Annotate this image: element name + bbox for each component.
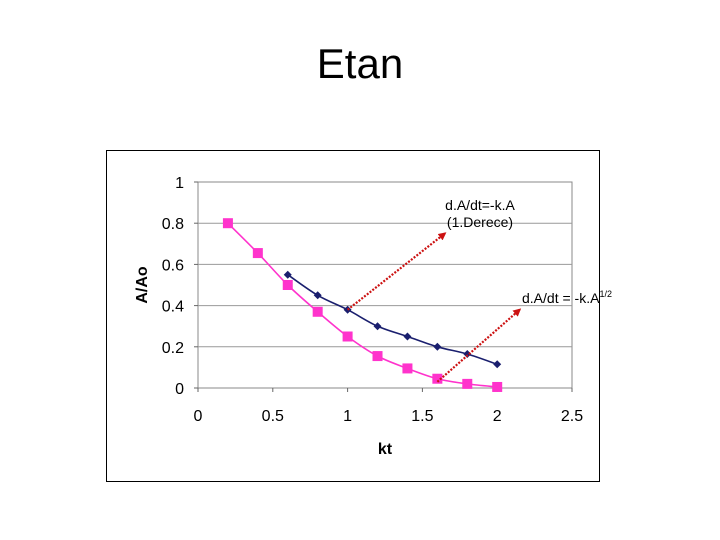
series-line-square xyxy=(227,222,498,388)
plot-area xyxy=(197,181,573,389)
y-tick-label: 1 xyxy=(175,175,184,192)
data-point-square xyxy=(222,218,233,229)
x-tick-label: 2 xyxy=(493,408,502,425)
x-tick-label: 1 xyxy=(343,408,352,425)
data-point-diamond xyxy=(493,360,502,369)
series-markers xyxy=(222,218,503,392)
y-axis-title: A/Ao xyxy=(134,266,151,304)
x-tick-label: 2.5 xyxy=(561,408,583,425)
x-tick-label: 0 xyxy=(194,408,203,425)
data-point-square xyxy=(252,248,263,259)
annotation-first-order: d.A/dt=-k.A (1.Derece) xyxy=(420,197,540,231)
data-point-square xyxy=(492,381,503,392)
annotation-first-order-line1: d.A/dt=-k.A xyxy=(445,197,515,213)
annotation-arrow xyxy=(436,308,522,383)
y-tick-label: 0 xyxy=(175,381,184,398)
data-point-diamond xyxy=(313,291,322,300)
y-tick-label: 0.4 xyxy=(162,299,184,316)
data-point-diamond xyxy=(373,322,382,331)
y-tick-label: 0.8 xyxy=(162,216,184,233)
x-axis-title: kt xyxy=(378,441,393,458)
data-point-square xyxy=(282,280,293,290)
data-point-diamond xyxy=(283,270,292,279)
x-tick-label: 1.5 xyxy=(411,408,433,425)
data-point-square xyxy=(342,331,353,342)
annotation-first-order-line2: (1.Derece) xyxy=(446,214,514,230)
grid-lines xyxy=(198,222,572,348)
y-axis: 0 0.2 0.4 0.6 0.8 1 xyxy=(162,175,198,398)
x-axis: 0 0.5 1 1.5 2 2.5 xyxy=(194,388,583,425)
annotation-half-order: d.A/dt = -k.A1/2 xyxy=(522,286,612,307)
data-point-square xyxy=(402,363,413,374)
annotation-half-order-exponent: 1/2 xyxy=(599,289,612,299)
data-point-diamond xyxy=(463,350,472,359)
x-tick-label: 0.5 xyxy=(262,408,284,425)
annotation-arrow xyxy=(346,232,447,311)
y-tick-label: 0.2 xyxy=(162,340,184,357)
data-point-square xyxy=(462,378,473,389)
annotation-arrows xyxy=(346,232,522,383)
y-tick-label: 0.6 xyxy=(162,257,184,274)
annotation-half-order-text: d.A/dt = -k.A xyxy=(522,290,600,306)
data-point-diamond xyxy=(433,342,442,351)
slide-title: Etan xyxy=(316,40,404,87)
data-point-square xyxy=(312,306,323,317)
data-point-diamond xyxy=(403,332,412,341)
data-point-square xyxy=(432,373,443,384)
data-point-square xyxy=(372,351,383,362)
